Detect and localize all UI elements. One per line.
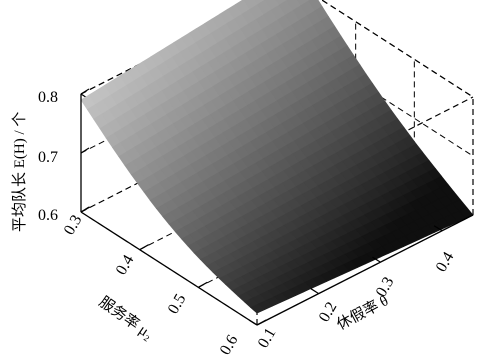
y-axis-line [256,214,474,326]
surface-mesh [80,0,474,314]
y-axis-label: 休假率 θ [334,292,391,333]
x-tick [80,206,91,213]
z-tick-label: 0.8 [38,89,58,106]
grid-line [320,0,474,98]
y-tick [433,225,443,232]
z-tick [80,147,90,154]
x-axis-line [80,211,258,326]
x-tick [198,281,208,288]
x-tick-label: 0.6 [217,332,242,358]
y-tick [372,256,381,263]
x-tick [139,244,149,251]
y-tick [310,288,320,295]
x-tick-label: 0.3 [61,212,86,238]
y-tick-label: 0.1 [255,325,280,351]
surface-cell [250,303,266,314]
z-axis-label: 平均队长 E(H) / 个 [11,112,28,232]
x-tick [256,319,267,326]
z-tick [80,88,90,95]
z-tick-label: 0.7 [38,149,58,166]
x-axis-label: 服务率 μ₂ [96,293,157,343]
y-tick [248,319,258,326]
x-tick-label: 0.5 [165,291,190,317]
tick-marks [80,88,443,326]
y-tick-label: 0.4 [433,249,458,275]
x-tick-label: 0.4 [113,252,138,278]
z-tick-label: 0.6 [38,207,58,224]
